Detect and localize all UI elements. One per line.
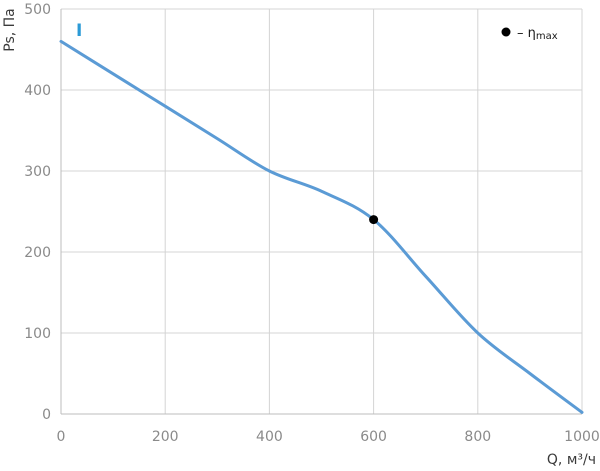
axes bbox=[60, 9, 582, 415]
marker-layer bbox=[369, 215, 379, 225]
x-tick-label-800: 800 bbox=[464, 429, 491, 445]
y-axis-label: Ps, Па bbox=[2, 8, 18, 52]
eta-max-point-0 bbox=[369, 215, 379, 225]
legend-text: – ηmax bbox=[517, 26, 558, 42]
legend-prefix: – bbox=[517, 26, 528, 41]
y-tick-labels: 0 100 200 300 400 500 bbox=[24, 2, 51, 423]
grid bbox=[61, 8, 583, 414]
legend-marker-icon bbox=[501, 27, 511, 37]
x-tick-labels: 0 200 400 600 800 1000 bbox=[57, 429, 600, 445]
legend: – ηmax bbox=[501, 26, 558, 42]
x-tick-label-0: 0 bbox=[57, 429, 66, 445]
x-tick-label-400: 400 bbox=[256, 429, 283, 445]
series-label: I bbox=[76, 21, 82, 41]
x-tick-label-1000: 1000 bbox=[564, 429, 600, 445]
y-tick-label-100: 100 bbox=[24, 326, 51, 342]
legend-symbol: η bbox=[528, 26, 536, 41]
x-axis-label: Q, м³/ч bbox=[547, 452, 596, 468]
x-tick-label-200: 200 bbox=[152, 429, 179, 445]
series-layer bbox=[59, 39, 584, 414]
y-tick-label-400: 400 bbox=[24, 83, 51, 99]
y-tick-label-0: 0 bbox=[42, 407, 51, 423]
y-tick-label-500: 500 bbox=[24, 2, 51, 18]
x-tick-label-600: 600 bbox=[360, 429, 387, 445]
legend-subscript: max bbox=[536, 31, 558, 42]
series-line-0 bbox=[59, 39, 584, 414]
y-tick-label-200: 200 bbox=[24, 245, 51, 261]
y-tick-label-300: 300 bbox=[24, 164, 51, 180]
